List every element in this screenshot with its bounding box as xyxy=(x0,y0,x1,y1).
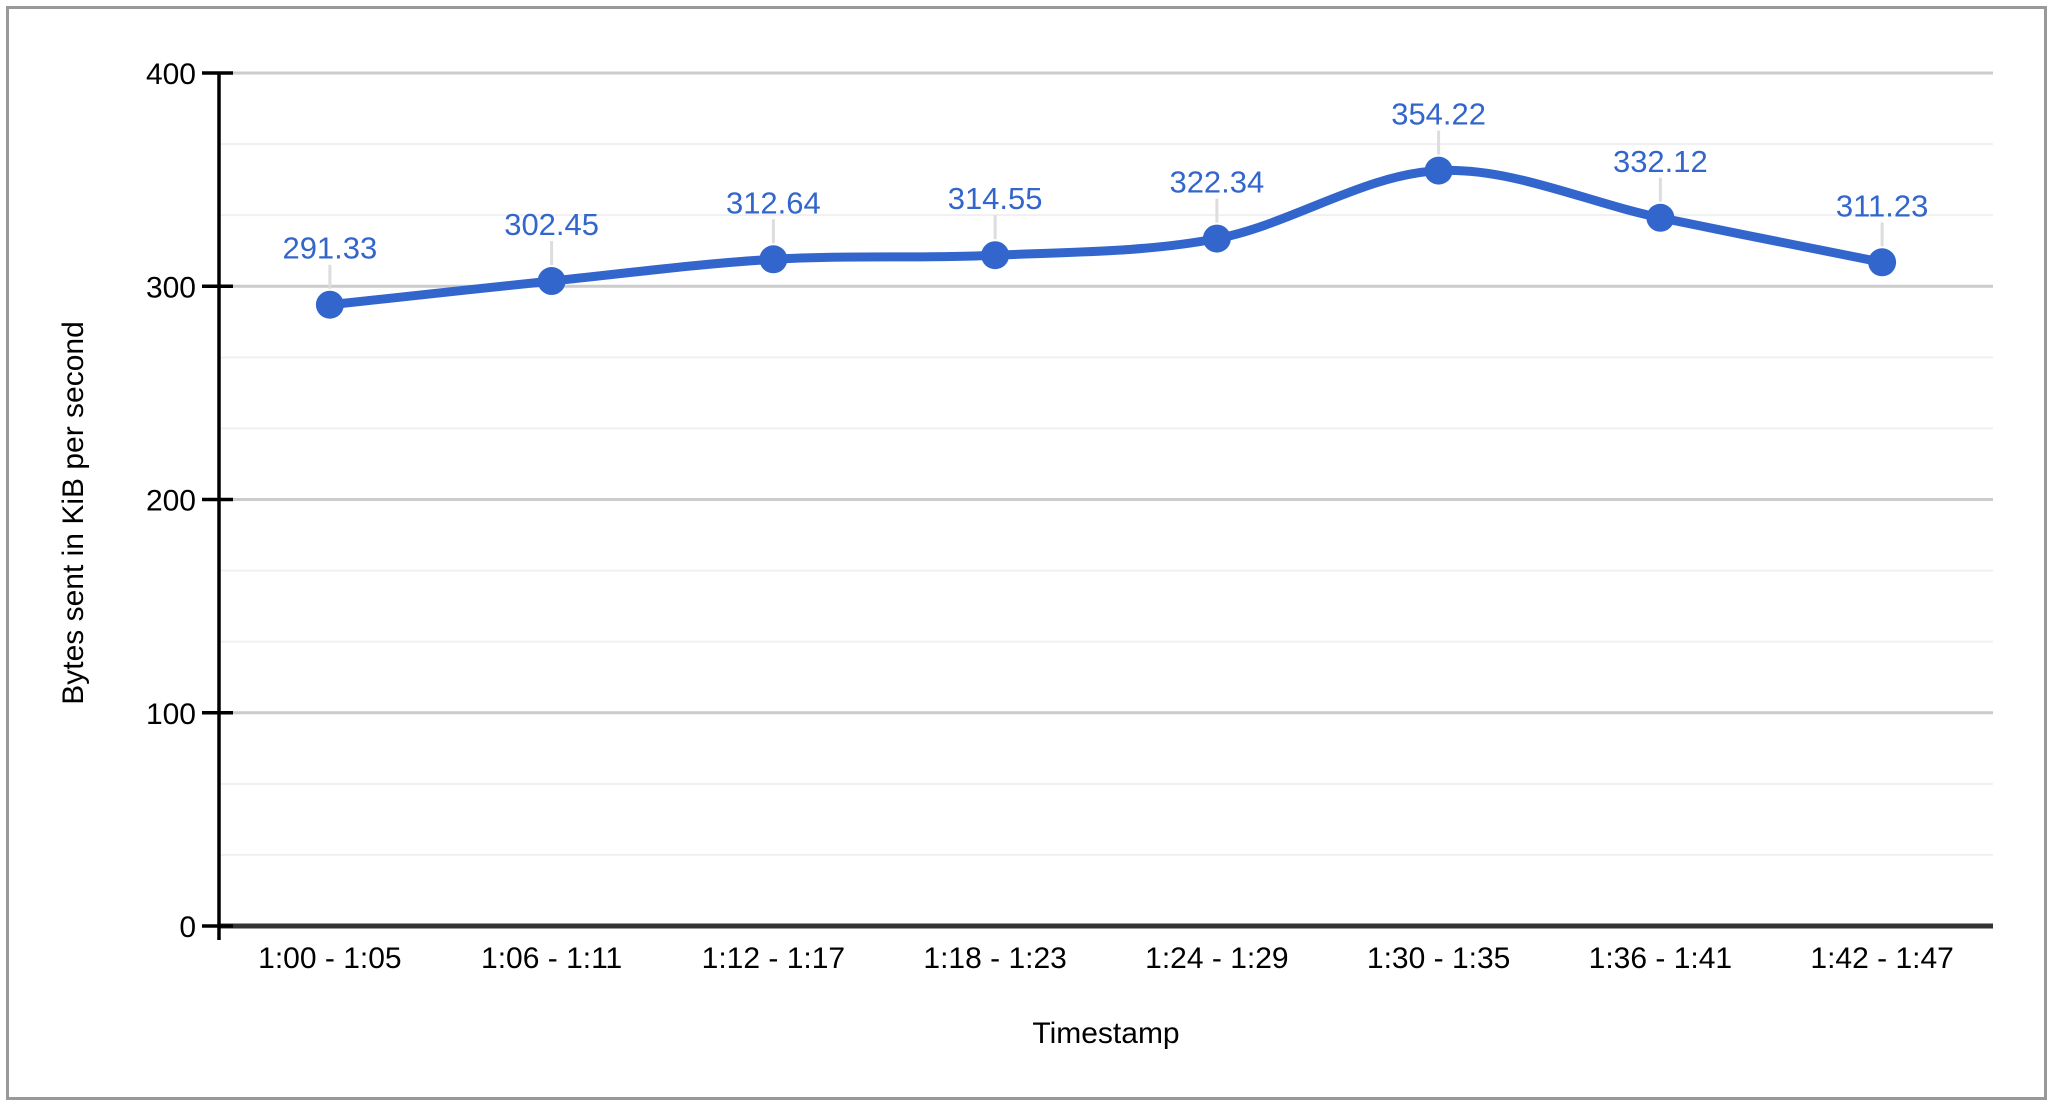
y-tick-label: 200 xyxy=(146,485,196,518)
data-point[interactable] xyxy=(1202,224,1231,253)
data-point[interactable] xyxy=(981,241,1010,270)
plot-area: 0 100 200 300 400 1:00 - 1:05 1:06 - 1:11 1:12 … xyxy=(146,58,1993,975)
x-tick-label: 1:06 - 1:11 xyxy=(481,942,622,975)
y-tick-label: 300 xyxy=(146,271,196,304)
data-point[interactable] xyxy=(1868,248,1897,277)
point-label: 332.12 xyxy=(1613,144,1708,179)
data-point[interactable] xyxy=(759,245,788,274)
x-tick-label: 1:24 - 1:29 xyxy=(1145,942,1288,975)
data-point[interactable] xyxy=(537,267,566,296)
point-label: 322.34 xyxy=(1169,165,1264,200)
data-point[interactable] xyxy=(1646,203,1675,232)
x-tick-label: 1:12 - 1:17 xyxy=(702,942,845,975)
y-axis-title: Bytes sent in KiB per second xyxy=(57,321,90,705)
x-tick-label: 1:00 - 1:05 xyxy=(258,942,401,975)
y-tick-label: 0 xyxy=(179,911,196,944)
x-tick-label: 1:18 - 1:23 xyxy=(923,942,1066,975)
y-tick-label: 100 xyxy=(146,698,196,731)
x-tick-label: 1:30 - 1:35 xyxy=(1367,942,1510,975)
point-label: 291.33 xyxy=(282,231,377,266)
x-axis-title: Timestamp xyxy=(1032,1017,1179,1050)
x-tick-label: 1:36 - 1:41 xyxy=(1589,942,1732,975)
point-label: 311.23 xyxy=(1836,188,1929,223)
data-point[interactable] xyxy=(315,290,344,319)
point-label: 314.55 xyxy=(948,181,1043,216)
x-tick-label: 1:42 - 1:47 xyxy=(1810,942,1953,975)
data-point[interactable] xyxy=(1424,156,1453,185)
series-line xyxy=(325,165,1887,310)
point-label: 312.64 xyxy=(726,185,821,220)
point-label: 354.22 xyxy=(1391,97,1486,132)
y-tick-label: 400 xyxy=(146,58,196,91)
point-label: 302.45 xyxy=(504,207,599,242)
